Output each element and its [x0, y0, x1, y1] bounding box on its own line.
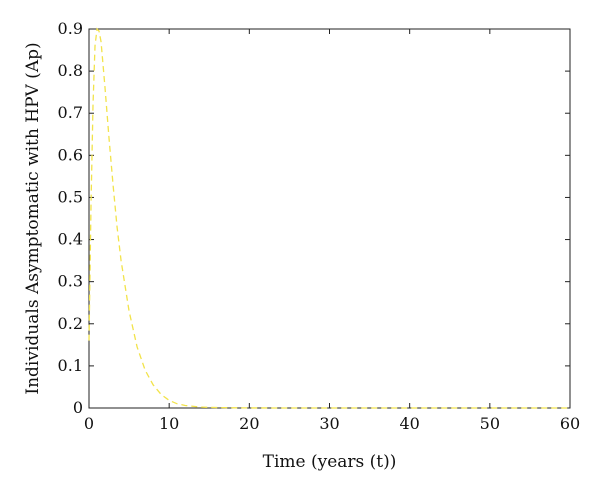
- y-tick-label: 0.4: [58, 230, 83, 249]
- y-axis-ticks: 0 0.1 0.2 0.3 0.4 0.5 0.6 0.7 0.8 0.9: [58, 19, 570, 417]
- y-axis-label: Individuals Asymptomatic with HPV (Ap): [23, 42, 43, 394]
- y-tick-label: 0.5: [58, 187, 83, 206]
- y-tick-label: 0.2: [58, 314, 83, 333]
- y-tick-label: 0.6: [58, 145, 83, 164]
- series-layer: [88, 27, 570, 409]
- x-tick-label: 10: [159, 414, 179, 433]
- y-tick-label: 0: [73, 398, 83, 417]
- x-tick-label: 60: [560, 414, 580, 433]
- plot-area: [88, 28, 571, 409]
- y-tick-label: 0.9: [58, 19, 83, 38]
- x-axis-label: Time (years (t)): [263, 452, 397, 472]
- x-tick-label: 40: [399, 414, 419, 433]
- x-tick-label: 0: [84, 414, 94, 433]
- y-tick-label: 0.3: [58, 272, 83, 291]
- y-tick-label: 0.1: [58, 356, 83, 375]
- x-axis-ticks: 0 10 20 30 40 50 60: [84, 29, 580, 433]
- x-tick-label: 50: [480, 414, 500, 433]
- x-tick-label: 30: [319, 414, 339, 433]
- y-tick-label: 0.8: [58, 61, 83, 80]
- x-tick-label: 20: [239, 414, 259, 433]
- y-tick-label: 0.7: [58, 103, 83, 122]
- series-line-0: [88, 27, 570, 409]
